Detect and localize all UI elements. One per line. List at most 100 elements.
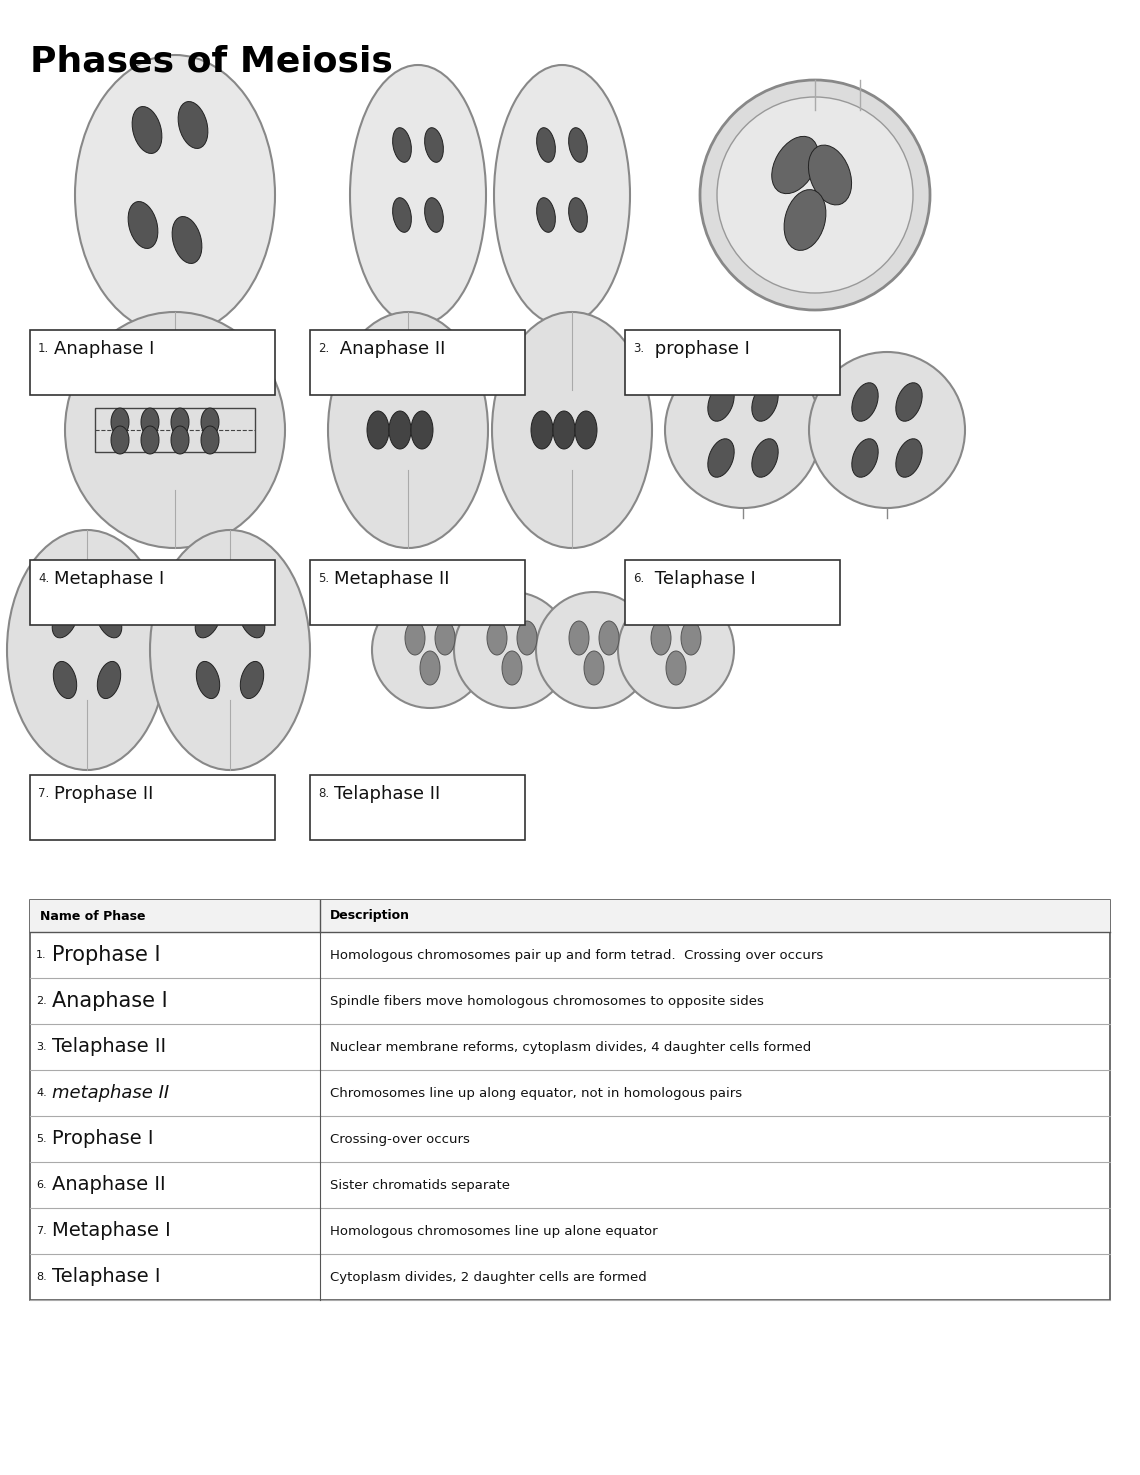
Bar [30,900,1110,1299]
Ellipse shape [241,661,263,699]
Text: Spindle fibers move homologous chromosomes to opposite sides: Spindle fibers move homologous chromosom… [329,994,764,1007]
Ellipse shape [178,102,207,149]
Ellipse shape [239,602,264,637]
Ellipse shape [651,621,671,655]
Ellipse shape [708,438,734,478]
Ellipse shape [569,621,589,655]
Ellipse shape [784,190,825,251]
Text: Description: Description [329,910,410,922]
Ellipse shape [553,412,575,448]
Ellipse shape [751,438,779,478]
Ellipse shape [201,426,219,454]
Ellipse shape [392,128,412,162]
Text: Prophase II: Prophase II [54,785,154,802]
Text: 2.: 2. [36,996,47,1006]
Circle shape [454,591,570,708]
Bar [310,330,526,395]
Ellipse shape [492,313,652,549]
Ellipse shape [420,650,440,684]
Ellipse shape [518,621,537,655]
Bar [30,560,275,625]
Text: 8.: 8. [318,788,329,799]
Text: metaphase II: metaphase II [52,1084,169,1102]
Bar [30,330,275,395]
Circle shape [372,591,488,708]
Text: 2.: 2. [318,342,329,355]
Ellipse shape [852,384,878,422]
Bar [310,774,526,839]
Ellipse shape [575,412,597,448]
Circle shape [536,591,652,708]
Text: 4.: 4. [36,1089,47,1097]
Ellipse shape [171,426,189,454]
Text: 7.: 7. [38,788,49,799]
Ellipse shape [75,55,275,335]
Ellipse shape [751,384,779,422]
Text: 3.: 3. [36,1041,47,1052]
Bar [30,900,1110,932]
Text: Telaphase I: Telaphase I [52,1267,161,1286]
Ellipse shape [435,621,455,655]
Ellipse shape [96,602,122,637]
Ellipse shape [537,128,555,162]
Ellipse shape [201,409,219,437]
Ellipse shape [896,384,922,422]
Ellipse shape [196,661,220,699]
Text: Nuclear membrane reforms, cytoplasm divides, 4 daughter cells formed: Nuclear membrane reforms, cytoplasm divi… [329,1040,812,1053]
Text: Phases of Meiosis: Phases of Meiosis [30,46,393,80]
Ellipse shape [171,409,189,437]
Text: Anaphase I: Anaphase I [54,341,154,358]
Ellipse shape [141,409,158,437]
Ellipse shape [7,530,166,770]
Ellipse shape [584,650,604,684]
Circle shape [665,353,821,507]
Ellipse shape [350,65,486,324]
Ellipse shape [852,438,878,478]
Bar [95,409,255,451]
Ellipse shape [52,602,78,637]
Ellipse shape [54,661,76,699]
Text: Metaphase I: Metaphase I [52,1221,171,1240]
Text: Metaphase I: Metaphase I [54,569,164,589]
Ellipse shape [424,198,443,232]
Text: Anaphase II: Anaphase II [52,1176,165,1195]
Ellipse shape [808,145,852,205]
Text: Anaphase I: Anaphase I [52,991,168,1010]
Ellipse shape [708,384,734,422]
Ellipse shape [111,409,129,437]
Text: prophase I: prophase I [649,341,750,358]
Circle shape [700,80,930,310]
Text: Homologous chromosomes pair up and form tetrad.  Crossing over occurs: Homologous chromosomes pair up and form … [329,948,823,962]
Text: Chromosomes line up along equator, not in homologous pairs: Chromosomes line up along equator, not i… [329,1087,742,1099]
Text: 1.: 1. [36,950,47,960]
Bar [625,330,840,395]
Ellipse shape [328,313,488,549]
Text: 7.: 7. [36,1226,47,1236]
Text: 6.: 6. [36,1180,47,1190]
Text: Homologous chromosomes line up alone equator: Homologous chromosomes line up alone equ… [329,1224,658,1238]
Text: 3.: 3. [633,342,644,355]
Circle shape [809,353,964,507]
Text: Telaphase I: Telaphase I [649,569,756,589]
Ellipse shape [195,602,221,637]
Ellipse shape [896,438,922,478]
Text: Prophase I: Prophase I [52,945,161,965]
Ellipse shape [111,426,129,454]
Ellipse shape [65,313,285,549]
Bar [310,560,526,625]
Text: Anaphase II: Anaphase II [334,341,446,358]
Text: Prophase I: Prophase I [52,1130,154,1149]
Ellipse shape [666,650,686,684]
Ellipse shape [531,412,553,448]
Ellipse shape [424,128,443,162]
Text: Metaphase II: Metaphase II [334,569,449,589]
Ellipse shape [141,426,158,454]
Text: Telaphase II: Telaphase II [52,1037,166,1056]
Text: 5.: 5. [318,572,329,586]
Ellipse shape [367,412,389,448]
Bar [625,560,840,625]
Ellipse shape [569,198,587,232]
Ellipse shape [494,65,630,324]
Circle shape [717,97,913,294]
Text: 8.: 8. [36,1271,47,1282]
